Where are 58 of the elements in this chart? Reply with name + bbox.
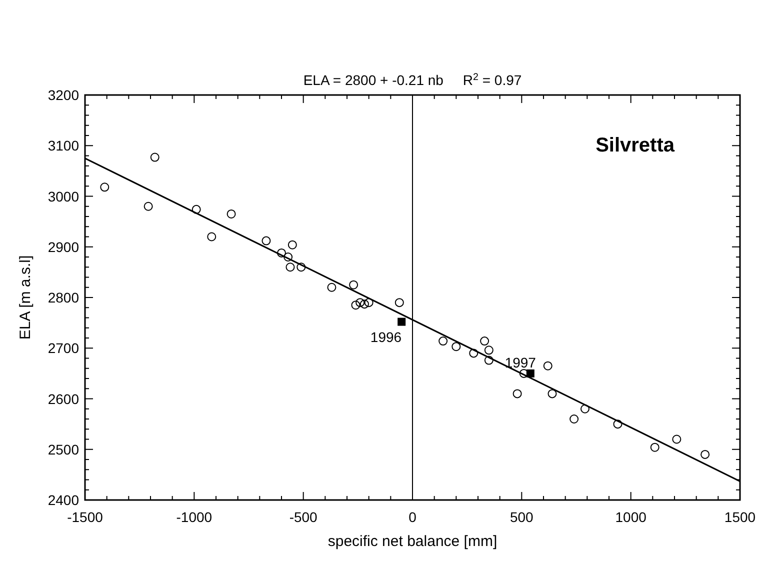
point: [484, 346, 494, 355]
point: [570, 414, 579, 424]
point: [192, 204, 201, 214]
annotation: 1997: [504, 354, 536, 370]
point: [548, 389, 557, 398]
y-tick-label: 2500: [48, 441, 80, 458]
point: [543, 361, 552, 370]
y-tick-label: 2900: [48, 238, 80, 255]
point: [288, 240, 297, 250]
annotation: Silvretta: [596, 134, 676, 157]
x-axis-title: specific net balance [mm]: [328, 533, 498, 550]
point: [469, 348, 478, 358]
x-tick-label: 1500: [724, 509, 756, 525]
point: [296, 262, 306, 272]
point: [672, 434, 682, 444]
y-tick-label: 2600: [48, 390, 80, 407]
point: [277, 248, 286, 258]
point: [452, 342, 461, 352]
point: [394, 298, 404, 308]
point: [349, 280, 358, 290]
y-tick-label: 2800: [48, 290, 80, 306]
point: [262, 236, 271, 246]
point: [613, 420, 622, 429]
point: [360, 300, 369, 309]
point: [207, 232, 216, 242]
point: [356, 298, 365, 308]
point: [364, 298, 374, 308]
chart-title: ELA = 2800 + -0.21 nb R$^{2}$ = 0.97: [303, 72, 522, 88]
x-tick-label: 500: [510, 509, 534, 525]
x-tick-label: 1000: [615, 509, 647, 525]
point: [580, 404, 590, 414]
x-tick-label: -500: [289, 509, 318, 525]
point: [351, 300, 360, 310]
point: [144, 202, 153, 211]
point: [398, 318, 406, 326]
point: [327, 282, 336, 292]
y-tick-label: 2700: [48, 340, 80, 356]
point: [484, 356, 494, 365]
x-tick-label: -1000: [176, 509, 212, 525]
y-axis-title: ELA [m a.s.l]: [17, 255, 34, 340]
y-tick-label: 3100: [48, 138, 80, 154]
point: [700, 450, 710, 459]
y-tick-label: 2400: [48, 492, 80, 508]
y-tick-label: 3000: [48, 188, 80, 204]
annotation: 1996: [370, 328, 402, 345]
point: [526, 369, 534, 378]
point: [512, 389, 522, 398]
y-tick-label: 3200: [48, 87, 80, 103]
point: [100, 182, 110, 192]
x-tick-label: 0: [408, 509, 417, 525]
point: [480, 336, 490, 346]
point: [226, 209, 236, 218]
point: [284, 252, 293, 262]
point: [438, 336, 448, 346]
point: [286, 262, 295, 272]
point: [650, 442, 660, 452]
point: [150, 152, 160, 162]
x-tick-label: -1500: [67, 509, 104, 525]
